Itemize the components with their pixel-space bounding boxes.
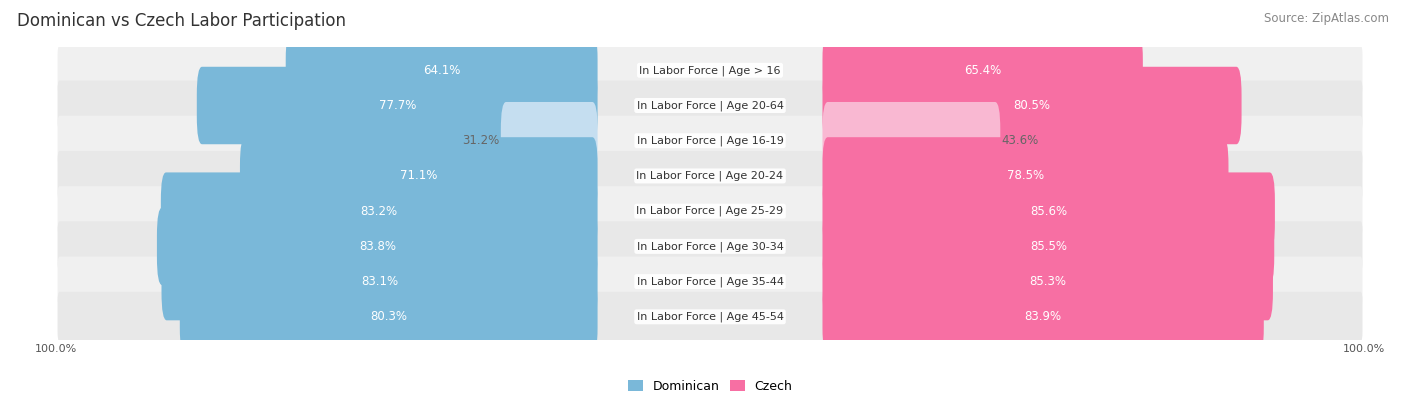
- FancyBboxPatch shape: [197, 67, 598, 144]
- FancyBboxPatch shape: [58, 186, 1362, 236]
- Text: 85.6%: 85.6%: [1031, 205, 1067, 218]
- FancyBboxPatch shape: [58, 116, 1362, 166]
- FancyBboxPatch shape: [285, 32, 598, 109]
- Text: 83.1%: 83.1%: [361, 275, 398, 288]
- Text: 64.1%: 64.1%: [423, 64, 460, 77]
- Text: In Labor Force | Age 16-19: In Labor Force | Age 16-19: [637, 135, 783, 146]
- FancyBboxPatch shape: [823, 137, 1229, 214]
- Text: In Labor Force | Age 30-34: In Labor Force | Age 30-34: [637, 241, 783, 252]
- FancyBboxPatch shape: [823, 208, 1274, 285]
- Text: In Labor Force | Age 25-29: In Labor Force | Age 25-29: [637, 206, 783, 216]
- FancyBboxPatch shape: [160, 173, 598, 250]
- FancyBboxPatch shape: [823, 173, 1275, 250]
- Text: Dominican vs Czech Labor Participation: Dominican vs Czech Labor Participation: [17, 12, 346, 30]
- Text: 80.3%: 80.3%: [370, 310, 408, 324]
- FancyBboxPatch shape: [58, 221, 1362, 271]
- Text: In Labor Force | Age > 16: In Labor Force | Age > 16: [640, 65, 780, 75]
- Text: 85.3%: 85.3%: [1029, 275, 1066, 288]
- Text: 85.5%: 85.5%: [1029, 240, 1067, 253]
- Text: 31.2%: 31.2%: [463, 134, 499, 147]
- Text: 71.1%: 71.1%: [401, 169, 437, 182]
- Text: 83.2%: 83.2%: [361, 205, 398, 218]
- FancyBboxPatch shape: [58, 81, 1362, 130]
- Text: 80.5%: 80.5%: [1014, 99, 1050, 112]
- Text: In Labor Force | Age 20-64: In Labor Force | Age 20-64: [637, 100, 783, 111]
- Text: Source: ZipAtlas.com: Source: ZipAtlas.com: [1264, 12, 1389, 25]
- Text: In Labor Force | Age 45-54: In Labor Force | Age 45-54: [637, 312, 783, 322]
- Text: 83.9%: 83.9%: [1025, 310, 1062, 324]
- FancyBboxPatch shape: [823, 67, 1241, 144]
- FancyBboxPatch shape: [162, 243, 598, 320]
- Text: 77.7%: 77.7%: [378, 99, 416, 112]
- Text: 78.5%: 78.5%: [1007, 169, 1045, 182]
- FancyBboxPatch shape: [823, 102, 1000, 179]
- FancyBboxPatch shape: [823, 278, 1264, 356]
- FancyBboxPatch shape: [823, 243, 1272, 320]
- FancyBboxPatch shape: [823, 32, 1143, 109]
- FancyBboxPatch shape: [58, 151, 1362, 201]
- Text: 65.4%: 65.4%: [965, 64, 1001, 77]
- FancyBboxPatch shape: [58, 45, 1362, 95]
- Text: In Labor Force | Age 20-24: In Labor Force | Age 20-24: [637, 171, 783, 181]
- FancyBboxPatch shape: [180, 278, 598, 356]
- FancyBboxPatch shape: [58, 292, 1362, 342]
- Text: 83.8%: 83.8%: [359, 240, 395, 253]
- Text: In Labor Force | Age 35-44: In Labor Force | Age 35-44: [637, 276, 783, 287]
- FancyBboxPatch shape: [58, 257, 1362, 307]
- FancyBboxPatch shape: [157, 208, 598, 285]
- Text: 43.6%: 43.6%: [1001, 134, 1039, 147]
- Legend: Dominican, Czech: Dominican, Czech: [623, 375, 797, 395]
- FancyBboxPatch shape: [240, 137, 598, 214]
- FancyBboxPatch shape: [501, 102, 598, 179]
